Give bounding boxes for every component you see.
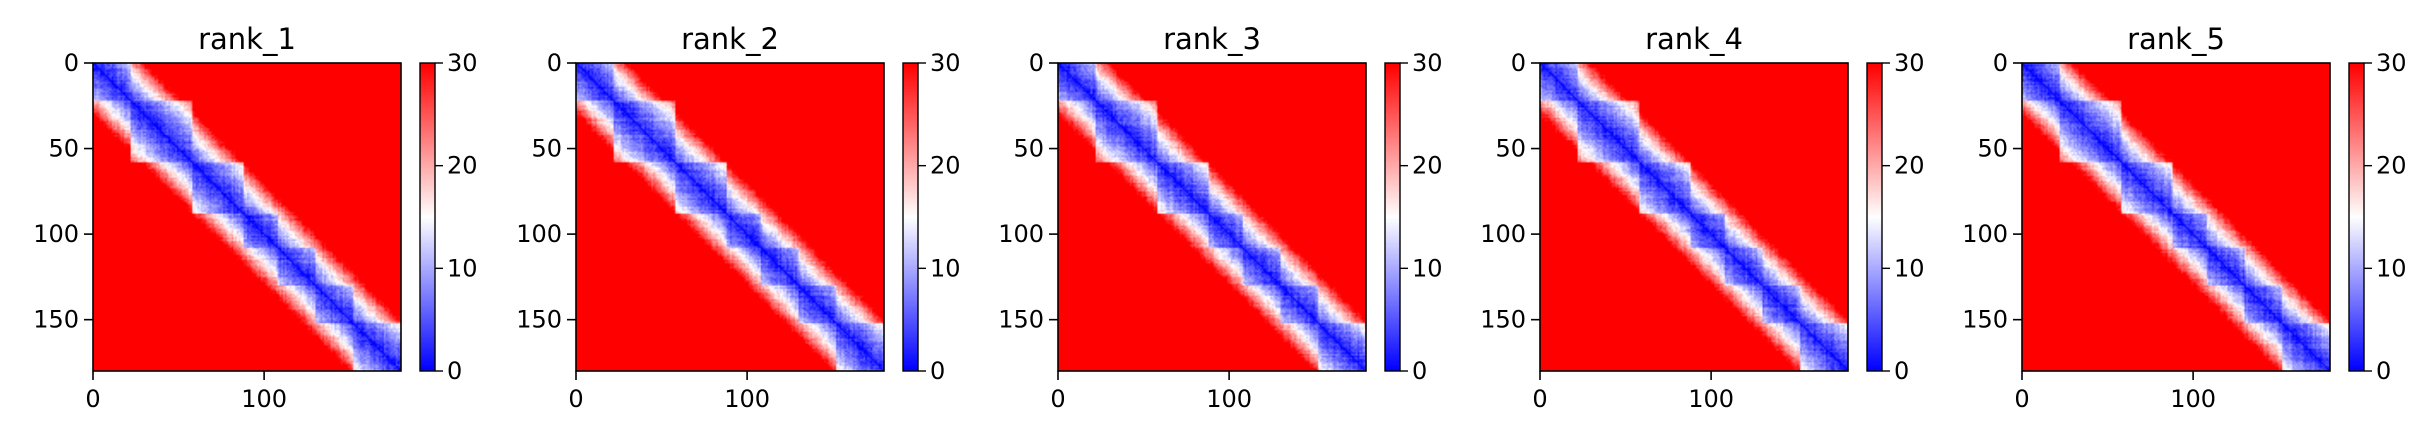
heatmap-image [93, 63, 401, 371]
y-tick-label: 0 [64, 49, 79, 77]
y-tick-label: 100 [33, 220, 79, 248]
y-tick-label: 50 [1495, 135, 1526, 163]
axes-frame [92, 62, 402, 372]
x-tick-label: 0 [568, 385, 583, 413]
y-tick-label: 100 [516, 220, 562, 248]
y-tick-label: 150 [998, 306, 1044, 334]
y-tick-label: 150 [1962, 306, 2008, 334]
y-tick-label: 150 [33, 306, 79, 334]
colorbar-tick-label: 30 [1412, 49, 1443, 77]
colorbar-tick-label: 0 [930, 357, 945, 385]
colorbar-gradient [903, 63, 918, 371]
colorbar-frame [2348, 62, 2365, 372]
colorbar-tick-label: 10 [1412, 254, 1443, 282]
x-tick-label: 0 [85, 385, 100, 413]
heatmap-image [1058, 63, 1366, 371]
axes-frame [575, 62, 885, 372]
heatmap-panel: rank_4 0 100 0 50 100 150 0 10 20 30 [1480, 22, 1924, 413]
axes-frame [2021, 62, 2331, 372]
panel-title: rank_3 [1163, 22, 1261, 56]
x-tick-label: 0 [2014, 385, 2029, 413]
panel-title: rank_2 [681, 22, 779, 56]
heatmap-panel: rank_2 0 100 0 50 100 150 0 10 20 30 [516, 22, 960, 413]
x-tick-label: 100 [1206, 385, 1252, 413]
colorbar-frame [1866, 62, 1883, 372]
axes-frame [1057, 62, 1367, 372]
colorbar-tick-label: 0 [1412, 357, 1427, 385]
colorbar-gradient [420, 63, 435, 371]
colorbar-tick-label: 30 [1894, 49, 1925, 77]
colorbar-tick-label: 20 [1894, 152, 1925, 180]
colorbar-tick-label: 10 [2376, 254, 2407, 282]
colorbar-tick-label: 20 [2376, 152, 2407, 180]
y-tick-label: 50 [48, 135, 79, 163]
y-tick-label: 100 [1962, 220, 2008, 248]
x-tick-label: 0 [1050, 385, 1065, 413]
colorbar-tick-label: 10 [1894, 254, 1925, 282]
panel-title: rank_1 [198, 22, 296, 56]
colorbar-gradient [1867, 63, 1882, 371]
colorbar-frame [419, 62, 436, 372]
colorbar-tick-label: 30 [2376, 49, 2407, 77]
panel-title: rank_5 [2127, 22, 2225, 56]
x-tick-label: 100 [724, 385, 770, 413]
y-tick-label: 0 [547, 49, 562, 77]
y-tick-label: 50 [1013, 135, 1044, 163]
colorbar-tick-label: 0 [1894, 357, 1909, 385]
y-tick-label: 50 [1977, 135, 2008, 163]
colorbar-gradient [1385, 63, 1400, 371]
colorbar-gradient [2349, 63, 2364, 371]
axes-frame [1539, 62, 1849, 372]
y-tick-label: 0 [1993, 49, 2008, 77]
heatmap-image [576, 63, 884, 371]
x-tick-label: 100 [1688, 385, 1734, 413]
colorbar-frame [902, 62, 919, 372]
colorbar-tick-label: 20 [930, 152, 961, 180]
panel-title: rank_4 [1645, 22, 1743, 56]
heatmap-panel: rank_1 0 100 0 50 100 150 0 10 20 30 [33, 22, 477, 413]
x-tick-label: 100 [241, 385, 287, 413]
colorbar-tick-label: 0 [447, 357, 462, 385]
y-tick-label: 150 [1480, 306, 1526, 334]
colorbar-tick-label: 30 [447, 49, 478, 77]
heatmap-panel: rank_5 0 100 0 50 100 150 0 10 20 30 [1962, 22, 2406, 413]
heatmap-image [2022, 63, 2330, 371]
colorbar-tick-label: 0 [2376, 357, 2391, 385]
y-tick-label: 100 [1480, 220, 1526, 248]
colorbar-tick-label: 20 [447, 152, 478, 180]
colorbar-tick-label: 30 [930, 49, 961, 77]
y-tick-label: 150 [516, 306, 562, 334]
colorbar-frame [1384, 62, 1401, 372]
y-tick-label: 0 [1511, 49, 1526, 77]
colorbar-tick-label: 10 [930, 254, 961, 282]
colorbar-tick-label: 20 [1412, 152, 1443, 180]
colorbar-tick-label: 10 [447, 254, 478, 282]
y-tick-label: 50 [531, 135, 562, 163]
heatmap-image [1540, 63, 1848, 371]
y-tick-label: 100 [998, 220, 1044, 248]
x-tick-label: 100 [2170, 385, 2216, 413]
x-tick-label: 0 [1532, 385, 1547, 413]
heatmap-panel: rank_3 0 100 0 50 100 150 0 10 20 30 [998, 22, 1442, 413]
y-tick-label: 0 [1029, 49, 1044, 77]
